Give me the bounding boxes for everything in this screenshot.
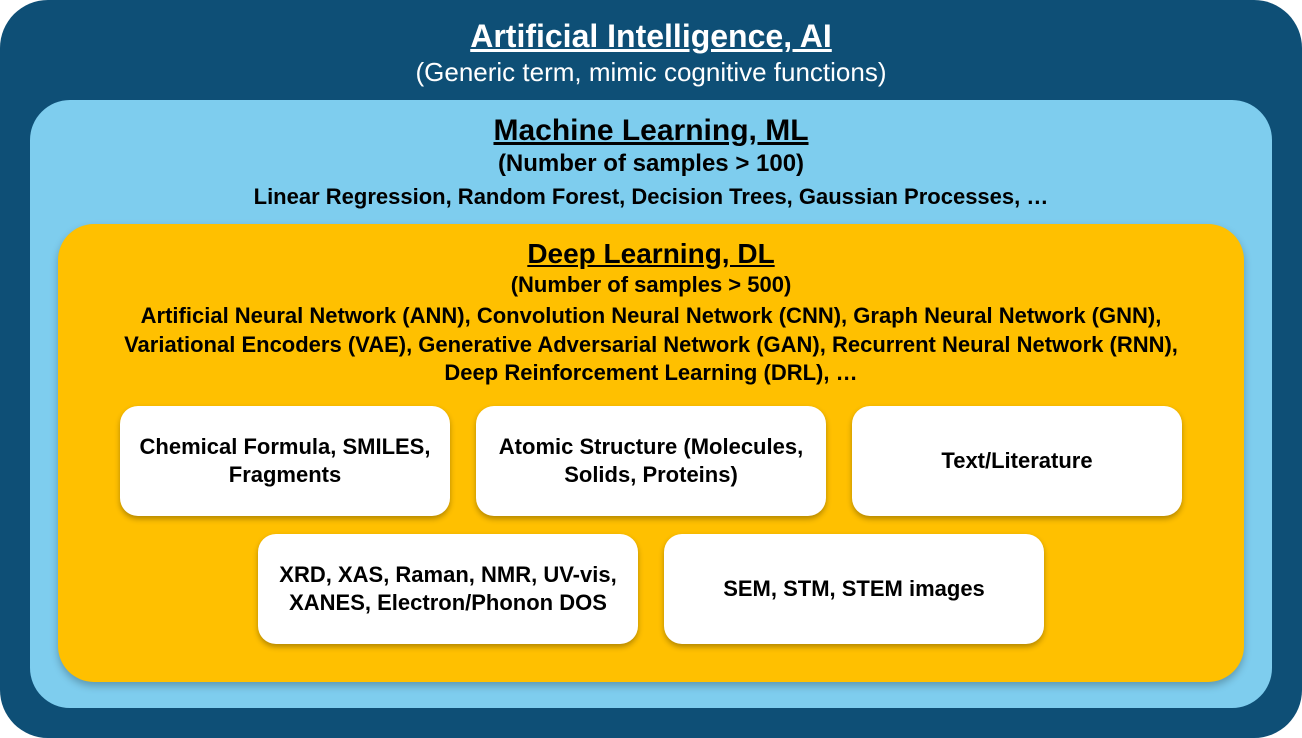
ai-title: Artificial Intelligence, AI (470, 18, 832, 55)
ml-box: Machine Learning, ML (Number of samples … (30, 100, 1272, 708)
dl-card-spectra: XRD, XAS, Raman, NMR, UV-vis, XANES, Ele… (258, 534, 638, 644)
dl-card-text: Text/Literature (852, 406, 1182, 516)
dl-card-atomic: Atomic Structure (Molecules, Solids, Pro… (476, 406, 826, 516)
ai-subtitle: (Generic term, mimic cognitive functions… (415, 57, 886, 88)
dl-card-chemical: Chemical Formula, SMILES, Fragments (120, 406, 450, 516)
ml-title: Machine Learning, ML (493, 114, 808, 148)
dl-title: Deep Learning, DL (527, 238, 774, 270)
dl-row-2: XRD, XAS, Raman, NMR, UV-vis, XANES, Ele… (86, 534, 1216, 644)
ai-box: Artificial Intelligence, AI (Generic ter… (0, 0, 1302, 738)
dl-card-images: SEM, STM, STEM images (664, 534, 1044, 644)
ml-subtitle: (Number of samples > 100) (498, 150, 804, 178)
dl-row-1: Chemical Formula, SMILES, Fragments Atom… (86, 406, 1216, 516)
dl-box: Deep Learning, DL (Number of samples > 5… (58, 224, 1244, 682)
ml-examples: Linear Regression, Random Forest, Decisi… (254, 184, 1049, 210)
dl-examples: Artificial Neural Network (ANN), Convolu… (111, 302, 1191, 388)
dl-subtitle: (Number of samples > 500) (511, 272, 792, 298)
